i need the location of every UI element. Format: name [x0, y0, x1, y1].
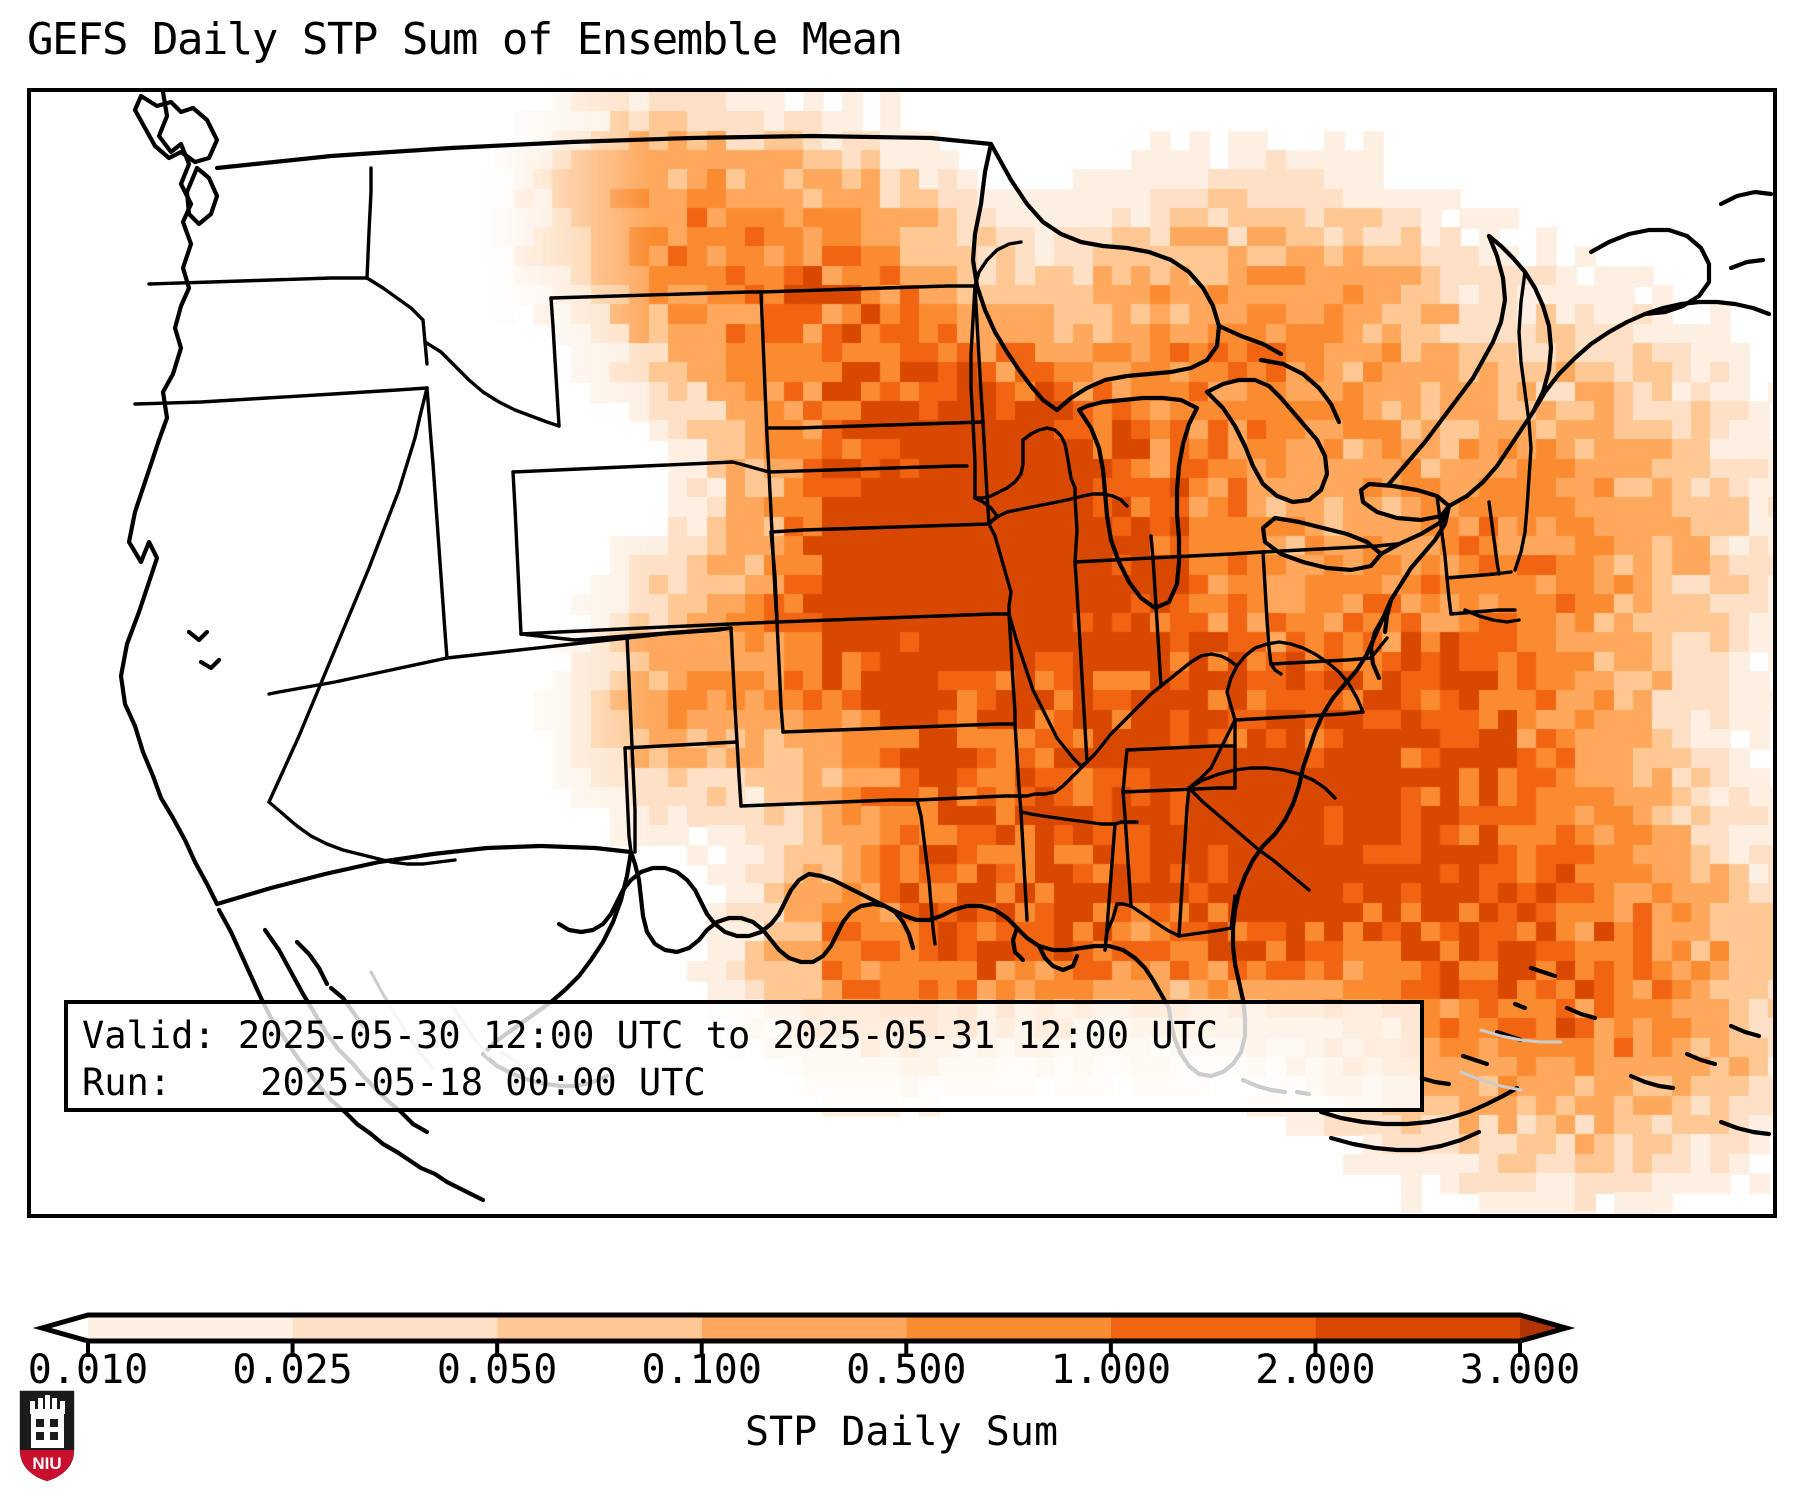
colorbar-band [701, 1315, 907, 1341]
niu-logo-text: NIU [32, 1454, 61, 1473]
colorbar-axis-label: STP Daily Sum [744, 1409, 1059, 1455]
colorbar-tick-label: 3.000 [1459, 1347, 1581, 1393]
colorbar-tick-label: 0.025 [232, 1347, 353, 1393]
valid-time-line: Valid: 2025-05-30 12:00 UTC to 2025-05-3… [82, 1014, 1219, 1057]
page-title: GEFS Daily STP Sum of Ensemble Mean [27, 14, 903, 65]
niu-logo: NIU [18, 1389, 76, 1483]
map-geography [118, 92, 1773, 1203]
colorbar-over-arrow [1520, 1315, 1566, 1341]
run-time-line: Run: 2025-05-18 00:00 UTC [82, 1061, 706, 1104]
colorbar-band [1315, 1315, 1520, 1341]
colorbar-tick-label: 0.500 [846, 1347, 967, 1393]
forecast-info-box: Valid: 2025-05-30 12:00 UTC to 2025-05-3… [64, 1000, 1424, 1112]
colorbar-container: 0.010 0.025 0.050 0.100 0.500 1.000 2.000 3.000… [0, 1303, 1803, 1503]
colorbar [32, 1312, 1576, 1357]
colorbar-band [292, 1315, 498, 1341]
colorbar-band [1110, 1315, 1316, 1341]
colorbar-tick-label: 0.050 [436, 1347, 558, 1393]
colorbar-tick-label: 0.010 [27, 1347, 149, 1393]
colorbar-under-arrow [42, 1315, 88, 1341]
colorbar-band [497, 1315, 702, 1341]
map-frame: Valid: 2025-05-30 12:00 UTC to 2025-05-3… [27, 88, 1777, 1218]
colorbar-tick-label: 2.000 [1255, 1347, 1376, 1393]
colorbar-band [88, 1315, 293, 1341]
colorbar-tick-label: 0.100 [641, 1347, 762, 1393]
colorbar-tick-label: 1.000 [1050, 1347, 1172, 1393]
colorbar-band [906, 1315, 1111, 1341]
